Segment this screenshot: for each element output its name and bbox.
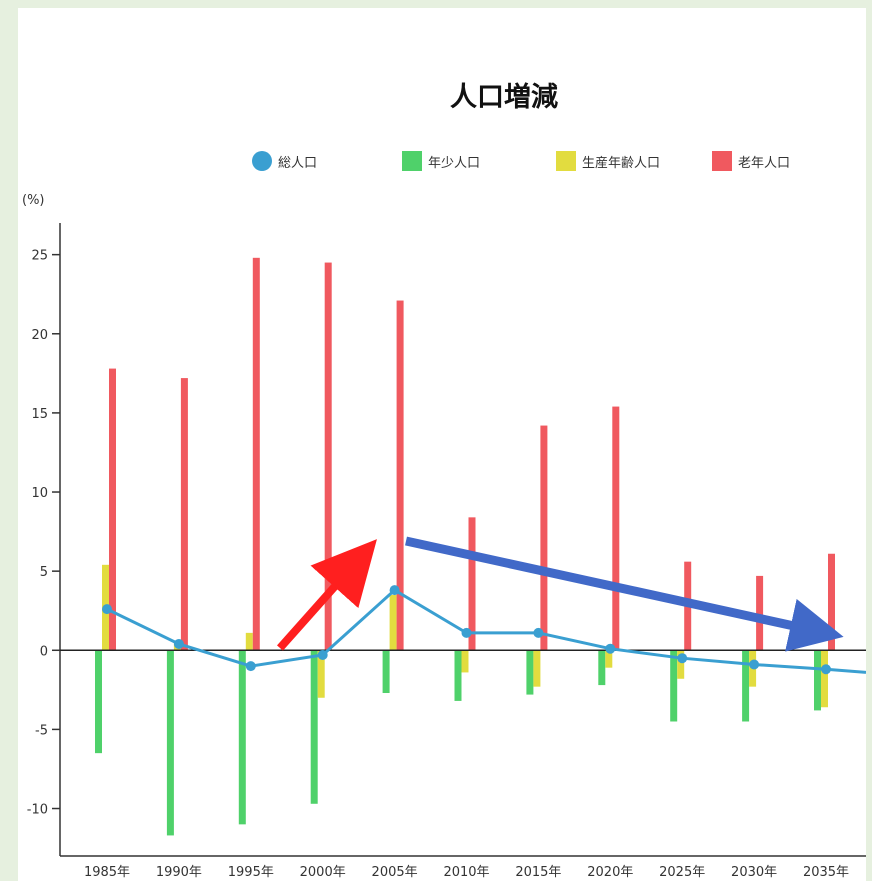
line-point: [461, 627, 472, 638]
x-tick-label: 2010年: [443, 865, 489, 880]
bar: [605, 650, 613, 668]
y-tick-label: 5: [40, 565, 48, 580]
chart-panel: 人口増減 総人口 年少人口 生産年齢人口 老年人口 (%) 25 20 15 10 5 0 -5 -…: [18, 8, 866, 881]
bar: [310, 650, 318, 804]
bar: [533, 650, 541, 687]
bar: [389, 594, 397, 651]
increase-trend-arrow: [277, 539, 377, 651]
y-axis-unit-label: (%): [22, 193, 45, 208]
legend-item: 総人口: [252, 151, 317, 171]
bar: [317, 650, 325, 698]
x-tick-label: 1995年: [228, 865, 274, 880]
legend-label: 生産年齢人口: [582, 155, 660, 171]
bar: [324, 262, 332, 651]
line-point: [605, 643, 616, 654]
bar: [677, 650, 685, 679]
bar: [814, 650, 821, 711]
line-point: [389, 585, 400, 596]
legend-item: 生産年齢人口: [556, 151, 660, 171]
bar: [238, 650, 246, 825]
bar: [454, 650, 462, 701]
line-point: [317, 650, 328, 661]
line-point: [245, 661, 256, 672]
bar: [756, 575, 764, 651]
x-tick-label: 2035年: [803, 865, 849, 880]
x-tick-label: 1990年: [156, 865, 202, 880]
x-tick-label: 2005年: [372, 865, 418, 880]
legend-swatch: [252, 151, 272, 171]
bar: [166, 650, 174, 836]
bar: [821, 650, 828, 708]
legend-swatch: [556, 151, 576, 171]
bar: [180, 378, 188, 651]
y-tick-label: -5: [35, 723, 48, 738]
bar: [461, 650, 469, 673]
x-tick-label: 2025年: [659, 865, 705, 880]
legend-item: 老年人口: [712, 151, 790, 171]
line-point: [102, 604, 112, 615]
legend-label: 年少人口: [428, 156, 480, 171]
x-tick-label: 2015年: [515, 865, 561, 880]
y-tick-label: 15: [31, 407, 48, 422]
y-tick-label: 25: [31, 249, 48, 264]
bar: [670, 650, 678, 722]
chart-legend: 総人口 年少人口 生産年齢人口 老年人口: [252, 151, 790, 171]
legend-swatch: [712, 151, 732, 171]
line-point: [749, 659, 760, 670]
line-point: [677, 653, 688, 664]
chart-title: 人口増減: [450, 81, 558, 113]
y-tick-label: -10: [27, 803, 48, 818]
x-tick-label: 2000年: [300, 865, 346, 880]
y-tick-label: 10: [31, 486, 48, 501]
total-population-line: [102, 585, 866, 675]
line-point: [821, 664, 831, 675]
y-axis: 25 20 15 10 5 0 -5 -10: [27, 223, 61, 856]
bar: [742, 650, 750, 722]
bar: [252, 257, 260, 651]
bar: [540, 425, 548, 651]
bar: [382, 650, 390, 694]
legend-label: 老年人口: [738, 156, 790, 171]
line-point: [173, 638, 184, 649]
y-tick-label: 20: [31, 328, 48, 343]
x-tick-label: 2030年: [731, 865, 777, 880]
line-path: [106, 588, 866, 674]
legend-label: 総人口: [278, 156, 317, 171]
bar: [109, 368, 116, 651]
y-tick-label: 0: [40, 644, 48, 659]
x-axis: 1985年 1990年 1995年 2000年 2005年 2010年 2015年 2020年…: [60, 855, 866, 880]
legend-swatch: [402, 151, 422, 171]
legend-item: 年少人口: [402, 151, 480, 171]
bar: [526, 650, 534, 695]
bar: [612, 406, 620, 651]
x-tick-label: 2020年: [587, 865, 633, 880]
bar: [468, 517, 476, 651]
bar: [828, 553, 835, 651]
population-change-chart: 人口増減 総人口 年少人口 生産年齢人口 老年人口 (%) 25 20 15 10 5 0 -5 -…: [22, 81, 866, 880]
bar: [598, 650, 606, 686]
bar-series-group: [95, 257, 835, 836]
bar: [95, 650, 102, 754]
x-tick-label: 1985年: [84, 865, 130, 880]
decline-trend-arrow: [405, 536, 844, 652]
bar: [245, 632, 253, 651]
line-point: [533, 627, 544, 638]
bar: [396, 300, 404, 651]
